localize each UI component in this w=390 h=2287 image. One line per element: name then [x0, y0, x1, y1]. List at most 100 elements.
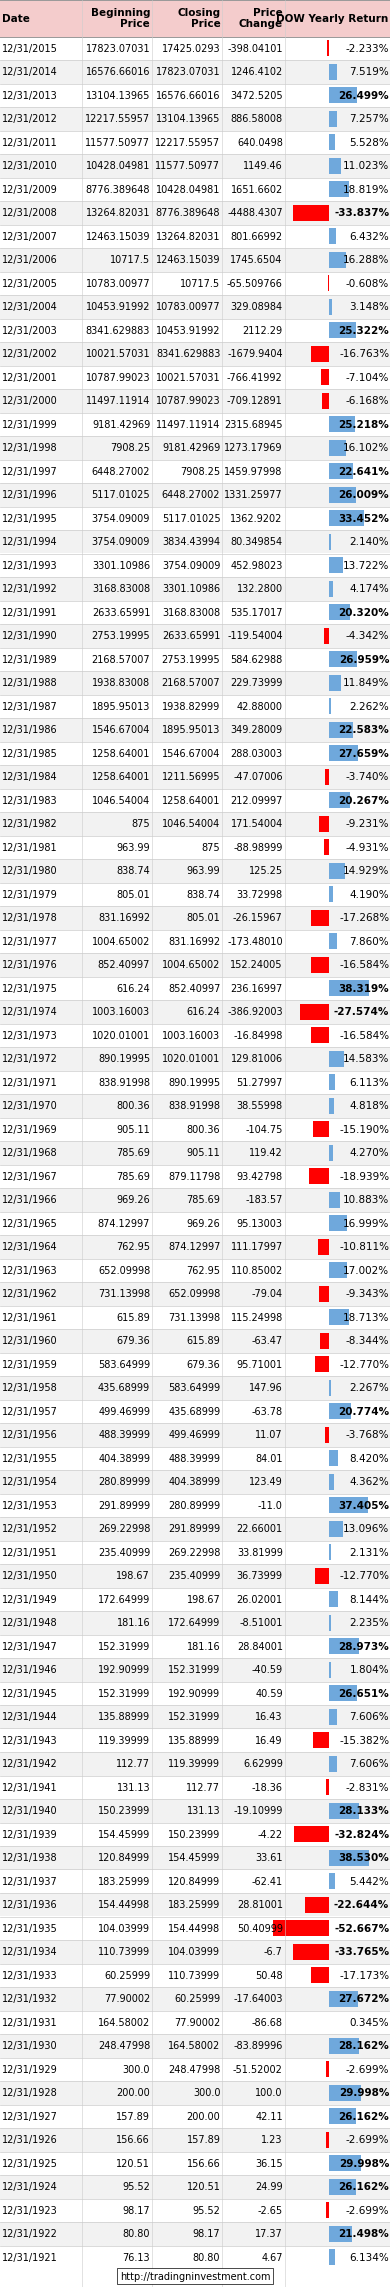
Bar [0, 1352, 390, 1377]
Text: 13.096%: 13.096% [343, 1523, 389, 1535]
Text: -65.509766: -65.509766 [227, 279, 283, 288]
Bar [329, 464, 353, 480]
Text: 12/31/2010: 12/31/2010 [2, 160, 58, 172]
Text: -9.231%: -9.231% [346, 819, 389, 830]
Text: 905.11: 905.11 [186, 1148, 220, 1157]
Text: 38.530%: 38.530% [339, 1852, 389, 1864]
Text: DOW Yearly Return: DOW Yearly Return [276, 14, 388, 23]
Text: 164.58002: 164.58002 [98, 2017, 150, 2026]
Text: 95.71001: 95.71001 [237, 1358, 283, 1370]
Text: -15.382%: -15.382% [339, 1736, 389, 1745]
Text: 7.860%: 7.860% [349, 938, 389, 947]
Text: 183.25999: 183.25999 [168, 1900, 220, 1910]
Text: 5117.01025: 5117.01025 [162, 515, 220, 524]
Text: -33.765%: -33.765% [334, 1946, 389, 1958]
Bar [329, 1873, 335, 1889]
Bar [329, 1990, 358, 2008]
Bar [329, 1473, 333, 1491]
Text: -8.344%: -8.344% [346, 1336, 389, 1347]
Bar [329, 1756, 337, 1772]
Text: 119.39999: 119.39999 [98, 1736, 150, 1745]
Text: 12/31/1952: 12/31/1952 [2, 1523, 58, 1535]
Bar [0, 624, 390, 647]
Text: 6.113%: 6.113% [349, 1077, 389, 1089]
Bar [329, 1802, 358, 1818]
Bar [0, 1658, 390, 1681]
Text: -4.342%: -4.342% [346, 631, 389, 640]
Text: 3.148%: 3.148% [349, 302, 389, 313]
Text: -88.98999: -88.98999 [233, 842, 283, 853]
Text: -63.78: -63.78 [252, 1407, 283, 1416]
Text: 1.804%: 1.804% [349, 1665, 389, 1674]
Text: 16.288%: 16.288% [343, 256, 389, 265]
Text: 125.25: 125.25 [249, 867, 283, 876]
Bar [309, 1169, 329, 1185]
Text: 36.73999: 36.73999 [237, 1571, 283, 1580]
Text: 1003.16003: 1003.16003 [92, 1006, 150, 1018]
Text: 11497.11914: 11497.11914 [86, 396, 150, 407]
Bar [0, 1329, 390, 1352]
Text: 785.69: 785.69 [116, 1171, 150, 1182]
Text: 762.95: 762.95 [116, 1242, 150, 1251]
Bar [293, 206, 329, 222]
Text: 18.713%: 18.713% [343, 1313, 389, 1322]
Text: 95.13003: 95.13003 [237, 1219, 283, 1228]
Bar [323, 393, 329, 409]
Text: -4488.4307: -4488.4307 [227, 208, 283, 217]
Bar [0, 1235, 390, 1258]
Text: 3301.10986: 3301.10986 [162, 583, 220, 595]
Bar [0, 272, 390, 295]
Text: 12/31/1963: 12/31/1963 [2, 1265, 58, 1276]
Text: 0.345%: 0.345% [349, 2017, 389, 2026]
Bar [0, 1939, 390, 1965]
Text: 16.999%: 16.999% [343, 1219, 389, 1228]
Text: 236.16997: 236.16997 [230, 983, 283, 993]
Bar [0, 1377, 390, 1400]
Bar [0, 1070, 390, 1093]
Text: 26.009%: 26.009% [339, 489, 389, 501]
Text: 6.432%: 6.432% [349, 231, 389, 242]
Text: 60.25999: 60.25999 [104, 1971, 150, 1981]
Text: 852.40997: 852.40997 [168, 983, 220, 993]
Text: 6448.27002: 6448.27002 [162, 489, 220, 501]
Text: 80.80: 80.80 [122, 2230, 150, 2239]
Text: 135.88999: 135.88999 [168, 1736, 220, 1745]
Text: 12/31/1978: 12/31/1978 [2, 913, 58, 924]
Text: 12/31/1929: 12/31/1929 [2, 2065, 58, 2074]
Bar [329, 2109, 356, 2125]
Bar [329, 510, 364, 526]
Text: 435.68999: 435.68999 [168, 1407, 220, 1416]
Text: 404.38999: 404.38999 [98, 1455, 150, 1464]
Text: 2.267%: 2.267% [349, 1384, 389, 1393]
Text: 1258.64001: 1258.64001 [162, 796, 220, 805]
Text: 1258.64001: 1258.64001 [92, 773, 150, 782]
Text: 12/31/2011: 12/31/2011 [2, 137, 58, 149]
Text: 150.23999: 150.23999 [98, 1807, 150, 1816]
Text: 3301.10986: 3301.10986 [92, 560, 150, 572]
Text: 4.67: 4.67 [261, 2253, 283, 2262]
Text: 404.38999: 404.38999 [168, 1477, 220, 1487]
Bar [329, 2038, 358, 2054]
Bar [0, 1846, 390, 1868]
Bar [328, 274, 329, 293]
Text: 40.59: 40.59 [255, 1688, 283, 1699]
Text: 11577.50977: 11577.50977 [85, 137, 150, 149]
Text: -51.52002: -51.52002 [233, 2065, 283, 2074]
Text: 12/31/2003: 12/31/2003 [2, 325, 58, 336]
Text: 2112.29: 2112.29 [243, 325, 283, 336]
Bar [0, 1283, 390, 1306]
Text: 488.39999: 488.39999 [168, 1455, 220, 1464]
Bar [329, 112, 337, 128]
Text: 120.51: 120.51 [186, 2182, 220, 2191]
Text: 36.15: 36.15 [255, 2159, 283, 2168]
Text: 26.162%: 26.162% [339, 2111, 389, 2122]
Bar [329, 158, 340, 174]
Text: 10717.5: 10717.5 [180, 279, 220, 288]
Bar [0, 1493, 390, 1516]
Text: 154.44998: 154.44998 [98, 1900, 150, 1910]
Text: 2.235%: 2.235% [349, 1617, 389, 1628]
Bar [0, 766, 390, 789]
Bar [273, 1921, 329, 1937]
Text: -183.57: -183.57 [245, 1196, 283, 1205]
Bar [0, 249, 390, 272]
